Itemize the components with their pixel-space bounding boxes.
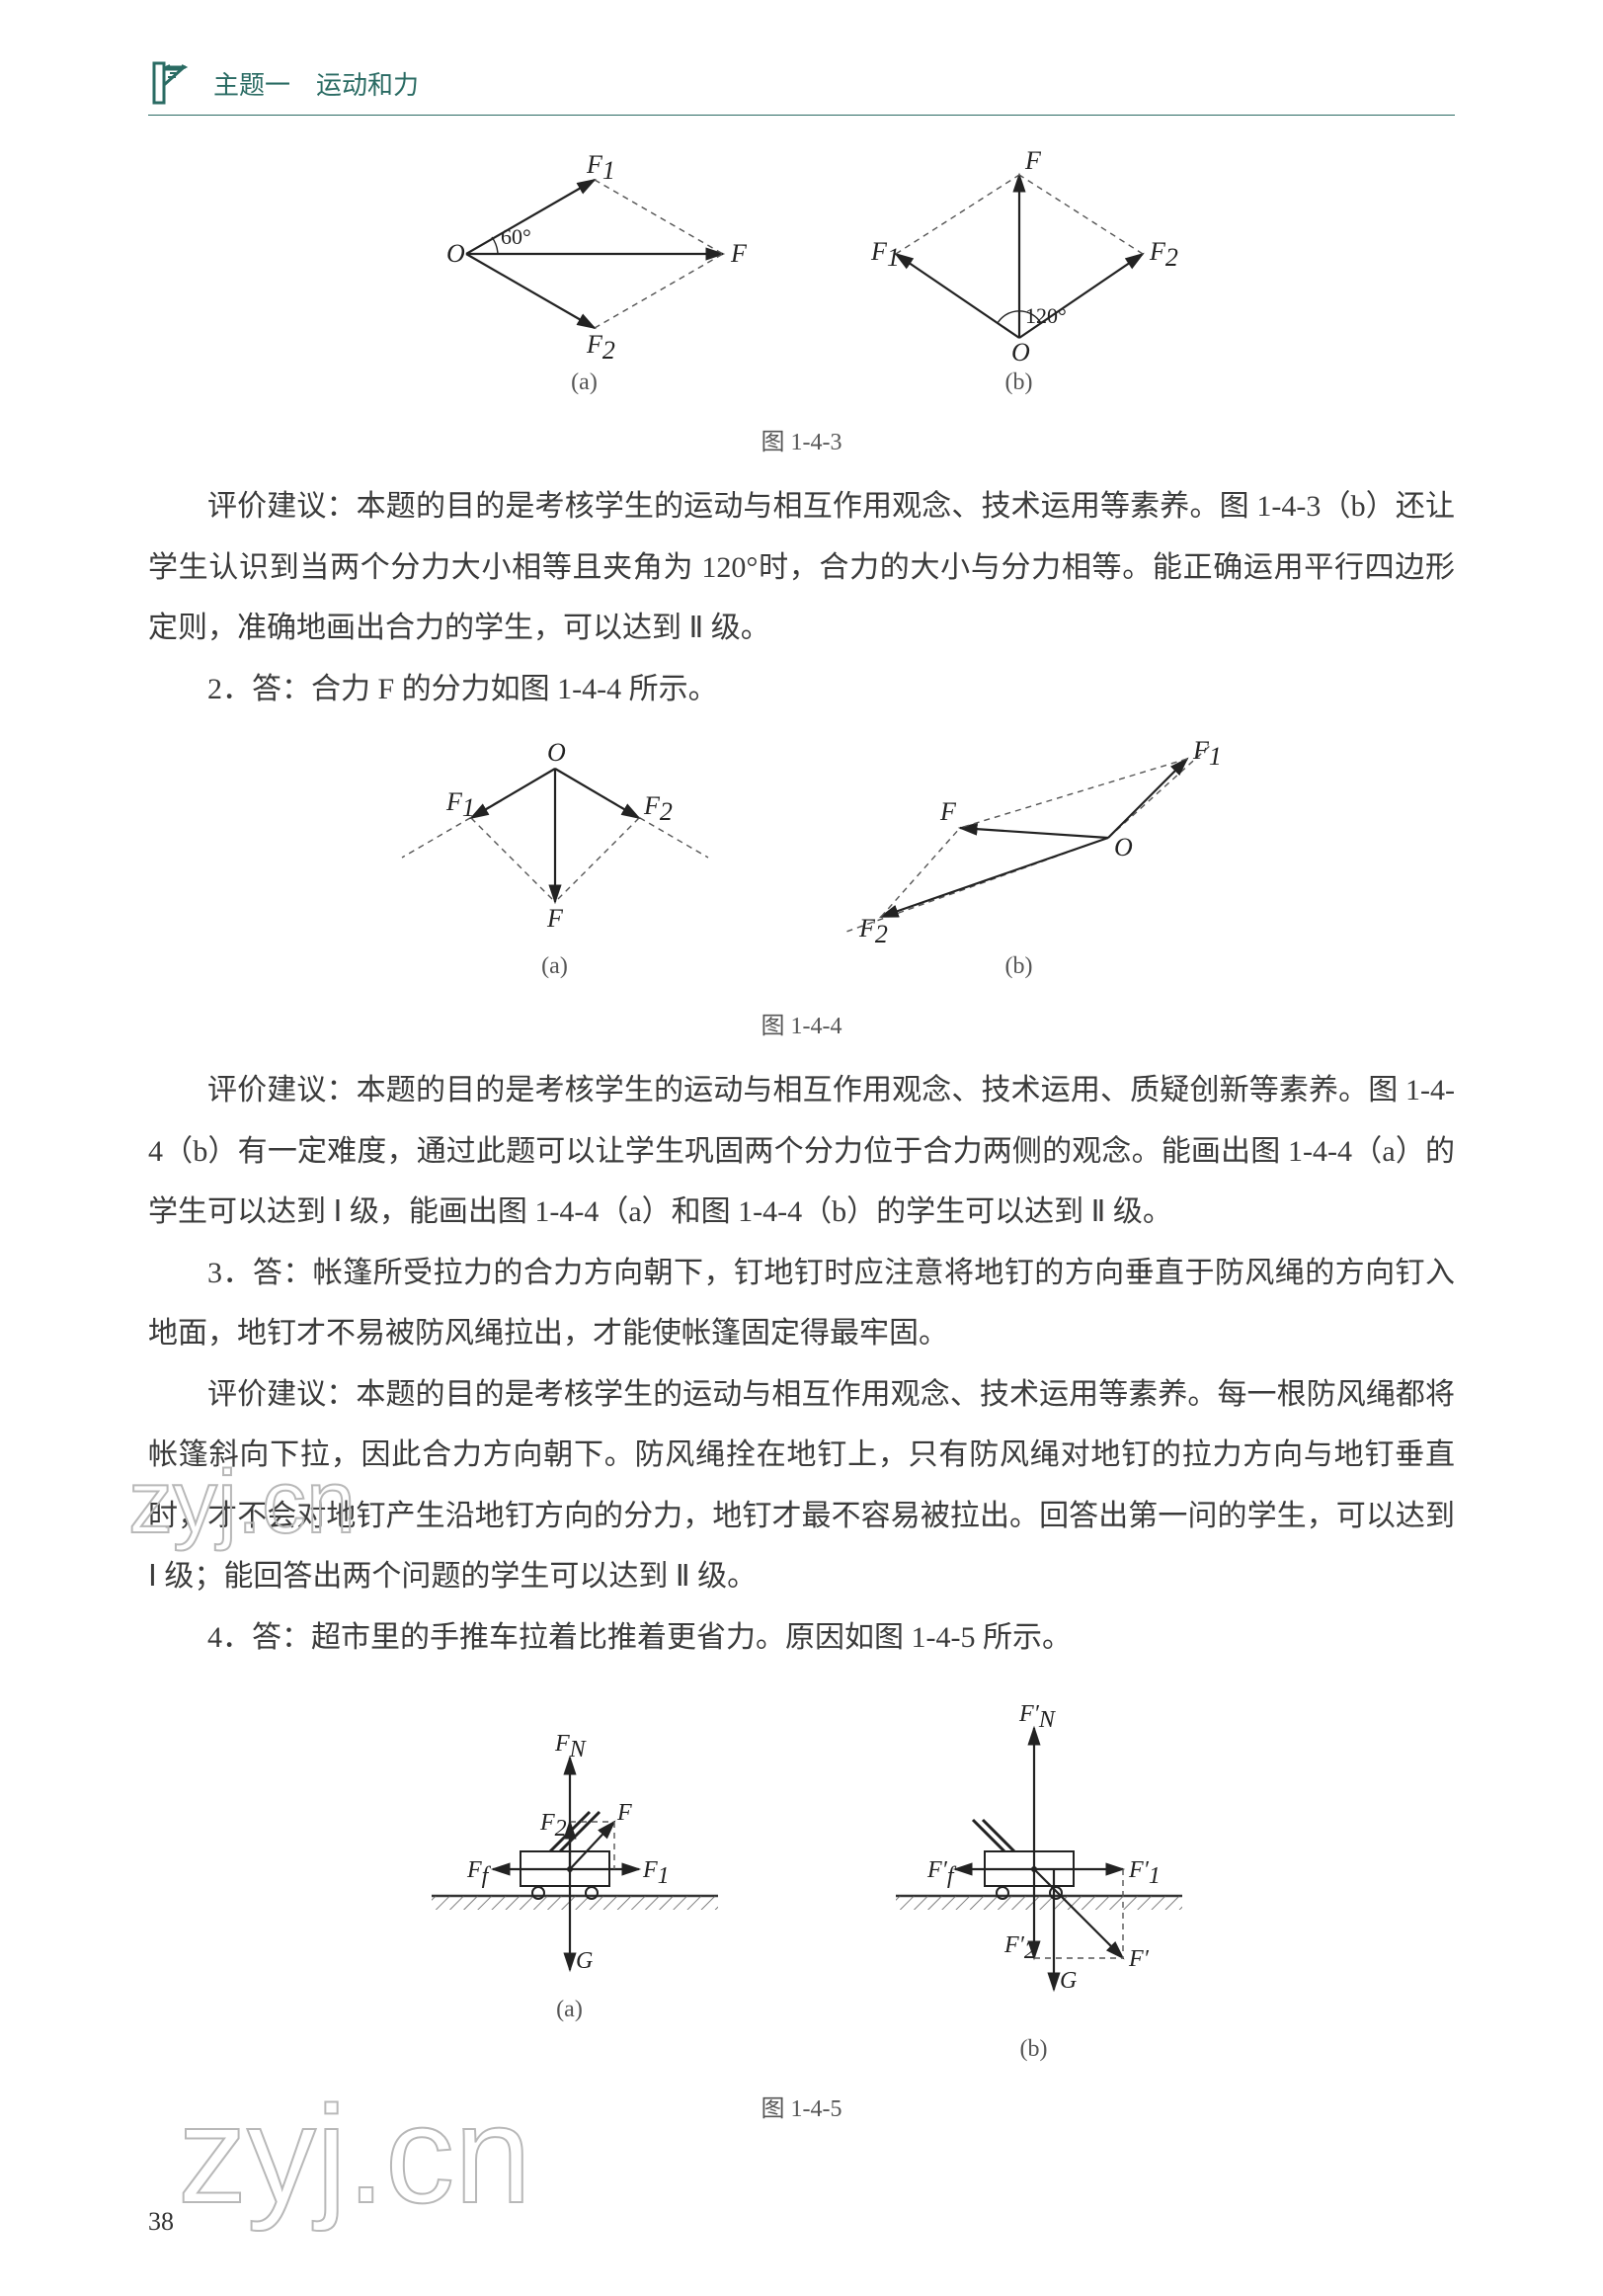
header-chapter-label: 主题一 运动和力 — [213, 65, 419, 102]
figure-1-4-3-a: 60° O F1 F2 F (a) — [407, 145, 762, 416]
item-3: 3．答：帐篷所受拉力的合力方向朝下，钉地钉时应注意将地钉的方向垂直于防风绳的方向… — [148, 1243, 1455, 1364]
fig143b-F: F — [1024, 146, 1042, 175]
fig144-caption: 图 1-4-4 — [148, 1006, 1455, 1040]
fig145b-FN: F′N — [1018, 1701, 1057, 1733]
fig145-caption: 图 1-4-5 — [148, 2089, 1455, 2123]
fig145a-F: F — [616, 1800, 632, 1826]
fig144b-F: F — [939, 797, 957, 826]
fig145a-G: G — [576, 1948, 593, 1974]
fig143b-angle: 120° — [1025, 303, 1067, 328]
fig145b-F1: F′1 — [1128, 1857, 1161, 1889]
fig144a-F: F — [546, 904, 564, 933]
fig144a-svg: O F1 F2 F — [377, 729, 733, 946]
fig145a-F2: F2 — [539, 1810, 567, 1842]
fig145a-svg: FN F F1 F2 Ff G — [392, 1674, 748, 1990]
fig143a-F: F — [730, 239, 748, 268]
para-eval-3: 评价建议：本题的目的是考核学生的运动与相互作用观念、技术运用等素养。每一根防风绳… — [148, 1364, 1455, 1607]
fig143a-angle: 60° — [501, 224, 531, 249]
fig143a-svg: 60° O F1 F2 F — [407, 145, 762, 363]
fig145a-sub: (a) — [392, 1997, 748, 2023]
page-header: 主题一 运动和力 — [148, 59, 1455, 116]
figure-1-4-4-a: O F1 F2 F (a) — [377, 729, 733, 1000]
fig143b-F1: F1 — [870, 237, 900, 272]
figure-1-4-5: FN F F1 F2 Ff G (a) — [148, 1674, 1455, 2083]
fig143a-F1: F1 — [586, 150, 615, 185]
fig145b-sub: (b) — [856, 2036, 1212, 2063]
item-4: 4．答：超市里的手推车拉着比推着更省力。原因如图 1-4-5 所示。 — [148, 1607, 1455, 1669]
fig144a-F2: F2 — [643, 791, 673, 826]
fig143a-sub: (a) — [407, 369, 762, 396]
fig145b-G: G — [1060, 1968, 1077, 1994]
fig144a-F1: F1 — [445, 787, 475, 822]
fig143b-svg: 120° O F1 F2 F — [842, 145, 1197, 363]
fig143a-O: O — [446, 239, 465, 268]
fig145a-Ff: Ff — [466, 1857, 492, 1889]
figure-1-4-3: 60° O F1 F2 F (a) 120° — [148, 145, 1455, 416]
figure-1-4-5-a: FN F F1 F2 Ff G (a) — [392, 1674, 748, 2083]
fig145b-svg: F′N F′ F′1 F′2 F′f G — [856, 1674, 1212, 2029]
fig144b-O: O — [1114, 833, 1133, 861]
fig144b-F1: F1 — [1192, 736, 1222, 771]
figure-1-4-4-b: O F F1 F2 (b) — [812, 729, 1227, 1000]
fig143a-F2: F2 — [586, 330, 615, 363]
fig145a-FN: FN — [554, 1731, 588, 1763]
fig145b-F2: F′2 — [1003, 1932, 1036, 1964]
figure-1-4-4: O F1 F2 F (a) O F — [148, 729, 1455, 1000]
figure-1-4-5-b: F′N F′ F′1 F′2 F′f G (b) — [856, 1674, 1212, 2083]
para-eval-2: 评价建议：本题的目的是考核学生的运动与相互作用观念、技术运用、质疑创新等素养。图… — [148, 1060, 1455, 1243]
fig145b-Ff: F′f — [926, 1857, 957, 1889]
page: 主题一 运动和力 — [0, 0, 1603, 2296]
fig144b-F2: F2 — [858, 914, 888, 946]
fig143b-F2: F2 — [1149, 237, 1178, 272]
header-icon — [148, 59, 196, 107]
fig143-caption: 图 1-4-3 — [148, 422, 1455, 456]
para-eval-1: 评价建议：本题的目的是考核学生的运动与相互作用观念、技术运用等素养。图 1-4-… — [148, 476, 1455, 659]
fig145b-F: F′ — [1128, 1946, 1150, 1972]
item-2: 2．答：合力 F 的分力如图 1-4-4 所示。 — [148, 659, 1455, 720]
figure-1-4-3-b: 120° O F1 F2 F (b) — [842, 145, 1197, 416]
fig145a-F1: F1 — [642, 1857, 670, 1889]
fig144b-svg: O F F1 F2 — [812, 729, 1227, 946]
fig144a-O: O — [547, 738, 566, 767]
fig144a-sub: (a) — [377, 953, 733, 980]
fig143b-O: O — [1011, 338, 1030, 363]
fig143b-sub: (b) — [842, 369, 1197, 396]
fig144b-sub: (b) — [812, 953, 1227, 980]
page-number: 38 — [148, 2207, 174, 2237]
